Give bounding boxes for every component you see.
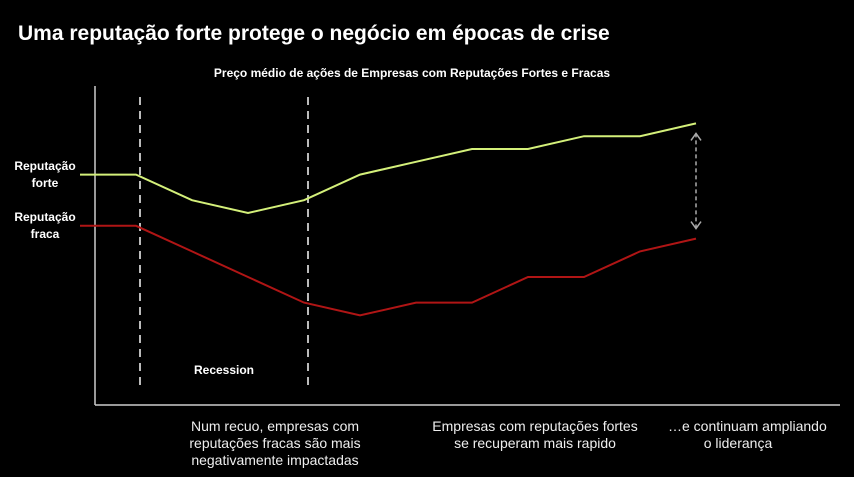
- recession-label: Recession: [194, 363, 254, 377]
- series-label-strong: Reputação forte: [8, 158, 82, 192]
- series-label-weak-line-2: fraca: [30, 227, 60, 241]
- chart-title: Preço médio de ações de Empresas com Rep…: [213, 66, 611, 80]
- series-line-weak: [80, 224, 697, 317]
- caption-recovery: Empresas com reputações fortes se recupe…: [410, 418, 660, 452]
- page-title: Uma reputação forte protege o negócio em…: [18, 22, 610, 45]
- caption-leadership: …e continuam ampliando o liderança: [668, 418, 827, 452]
- caption-recovery-line-2: se recuperam mais rapido: [454, 435, 616, 451]
- caption-leadership-line-1: …e continuam ampliando: [668, 418, 827, 434]
- series-label-strong-line-2: forte: [31, 176, 59, 190]
- gap-arrow: [690, 132, 702, 230]
- caption-recession-line-3: negativamente impactadas: [191, 452, 359, 468]
- caption-leadership-line-2: o liderança: [703, 435, 773, 451]
- caption-recession-line-1: Num recuo, empresas com: [190, 418, 360, 434]
- series-label-strong-line-1: Reputação: [14, 159, 76, 173]
- series-line-strong: [80, 122, 697, 215]
- caption-recession-line-2: reputações fracas são mais: [189, 435, 361, 451]
- caption-recovery-line-1: Empresas com reputações fortes: [432, 418, 638, 434]
- gap-arrow-head-up: [690, 132, 702, 141]
- caption-recession: Num recuo, empresas com reputações fraca…: [175, 418, 375, 469]
- series-label-weak: Reputação fraca: [8, 209, 82, 243]
- gap-arrow-head-down: [690, 221, 702, 230]
- series-label-weak-line-1: Reputação: [14, 210, 76, 224]
